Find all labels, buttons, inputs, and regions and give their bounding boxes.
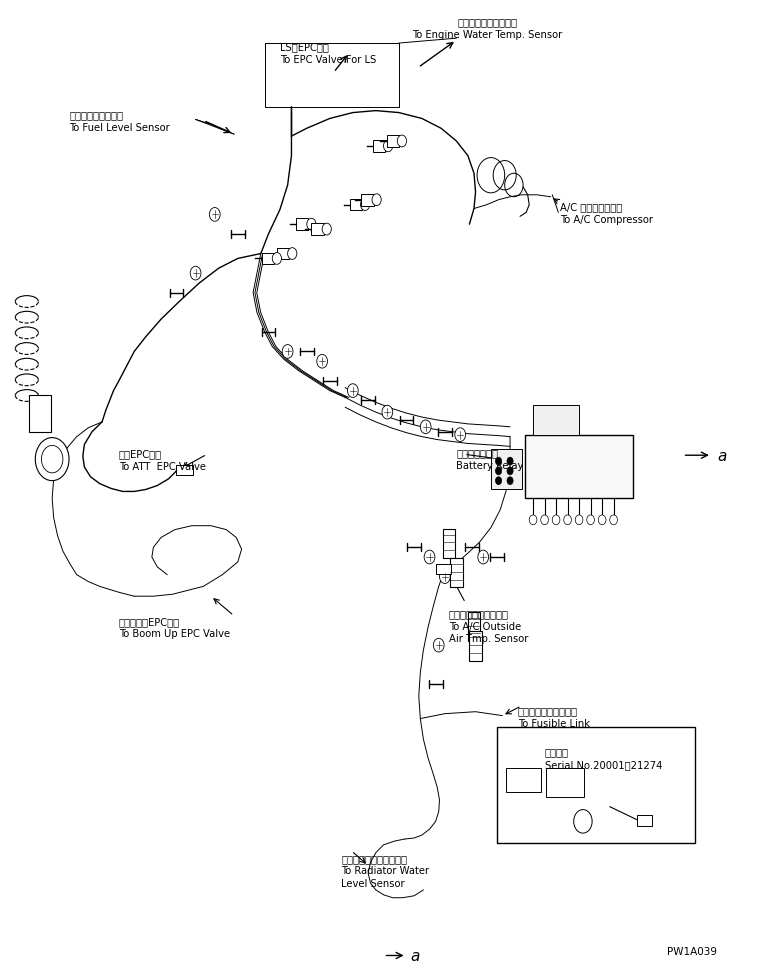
- Bar: [436, 564, 451, 574]
- Circle shape: [575, 515, 583, 525]
- Text: To ATT  EPC Valve: To ATT EPC Valve: [119, 462, 206, 471]
- Circle shape: [455, 428, 466, 442]
- Text: a: a: [410, 948, 420, 963]
- Circle shape: [495, 477, 502, 485]
- Bar: [546, 768, 584, 797]
- Text: To Engine Water Temp. Sensor: To Engine Water Temp. Sensor: [412, 30, 562, 40]
- Bar: [176, 466, 193, 475]
- Text: Level Sensor: Level Sensor: [341, 878, 405, 888]
- Text: ブーム上げEPC弁へ: ブーム上げEPC弁へ: [119, 616, 180, 626]
- Circle shape: [610, 515, 617, 525]
- Circle shape: [541, 515, 548, 525]
- Bar: [296, 219, 308, 231]
- Text: ラジエータ水位センサへ: ラジエータ水位センサへ: [341, 853, 407, 863]
- Text: To Fusible Link: To Fusible Link: [518, 718, 590, 728]
- Text: To EPC Valve For LS: To EPC Valve For LS: [280, 55, 376, 65]
- Circle shape: [209, 208, 220, 222]
- Bar: [533, 406, 579, 435]
- Circle shape: [190, 267, 201, 281]
- Circle shape: [574, 810, 592, 833]
- Bar: [450, 558, 463, 588]
- Bar: [311, 224, 324, 236]
- Circle shape: [507, 467, 513, 475]
- Circle shape: [529, 515, 537, 525]
- Circle shape: [41, 446, 63, 473]
- Text: Serial No.20001～21274: Serial No.20001～21274: [545, 759, 662, 769]
- Circle shape: [272, 253, 281, 265]
- Circle shape: [439, 570, 450, 584]
- Circle shape: [587, 515, 594, 525]
- Circle shape: [35, 438, 69, 481]
- Text: バッテリリレー: バッテリリレー: [456, 448, 499, 458]
- Bar: [491, 450, 522, 489]
- Bar: [277, 248, 289, 260]
- Circle shape: [347, 384, 358, 398]
- Circle shape: [360, 200, 370, 211]
- Circle shape: [397, 136, 407, 148]
- Circle shape: [307, 219, 316, 231]
- Text: エンジン水温センサへ: エンジン水温センサへ: [457, 18, 517, 27]
- Text: PW1A039: PW1A039: [667, 947, 717, 956]
- Text: To Boom Up EPC Valve: To Boom Up EPC Valve: [119, 629, 230, 639]
- Circle shape: [384, 141, 393, 153]
- Circle shape: [507, 477, 513, 485]
- Bar: [350, 200, 362, 211]
- Circle shape: [564, 515, 571, 525]
- Bar: [262, 253, 274, 265]
- Bar: [469, 632, 482, 661]
- Text: エアコン外気センサへ: エアコン外気センサへ: [449, 608, 509, 618]
- Bar: [361, 195, 374, 206]
- Bar: [506, 768, 541, 792]
- Text: To Fuel Level Sensor: To Fuel Level Sensor: [69, 123, 170, 133]
- Bar: [29, 395, 51, 432]
- Circle shape: [424, 551, 435, 564]
- Bar: [443, 529, 455, 558]
- Circle shape: [552, 515, 560, 525]
- Circle shape: [495, 458, 502, 466]
- Circle shape: [598, 515, 606, 525]
- Circle shape: [433, 639, 444, 652]
- Text: A/C コンプレッサへ: A/C コンプレッサへ: [560, 202, 622, 212]
- Circle shape: [382, 406, 393, 420]
- Text: To A/C Outside: To A/C Outside: [449, 621, 521, 631]
- Text: ヒュージブルリンクへ: ヒュージブルリンクへ: [518, 705, 578, 715]
- Bar: [468, 612, 480, 642]
- Text: Battery Relay: Battery Relay: [456, 461, 524, 470]
- Circle shape: [507, 458, 513, 466]
- Text: To A/C Compressor: To A/C Compressor: [560, 215, 653, 225]
- Circle shape: [495, 467, 502, 475]
- Text: 増設EPC弁へ: 増設EPC弁へ: [119, 449, 162, 459]
- Bar: [525, 435, 633, 499]
- Text: To Radiator Water: To Radiator Water: [341, 866, 430, 875]
- Circle shape: [478, 551, 489, 564]
- Circle shape: [317, 355, 328, 369]
- Circle shape: [322, 224, 331, 236]
- Text: Air Tmp. Sensor: Air Tmp. Sensor: [449, 634, 528, 644]
- Bar: [637, 815, 652, 826]
- Text: a: a: [717, 448, 726, 464]
- Circle shape: [372, 195, 381, 206]
- Text: LS用EPC弁へ: LS用EPC弁へ: [280, 42, 329, 52]
- Circle shape: [282, 345, 293, 359]
- Bar: [373, 141, 385, 153]
- Bar: [497, 728, 695, 843]
- Text: 燃料レベルセンサへ: 燃料レベルセンサへ: [69, 111, 123, 120]
- Bar: [387, 136, 399, 148]
- Circle shape: [288, 248, 297, 260]
- Circle shape: [420, 421, 431, 434]
- Text: 適用号機: 適用号機: [545, 746, 568, 756]
